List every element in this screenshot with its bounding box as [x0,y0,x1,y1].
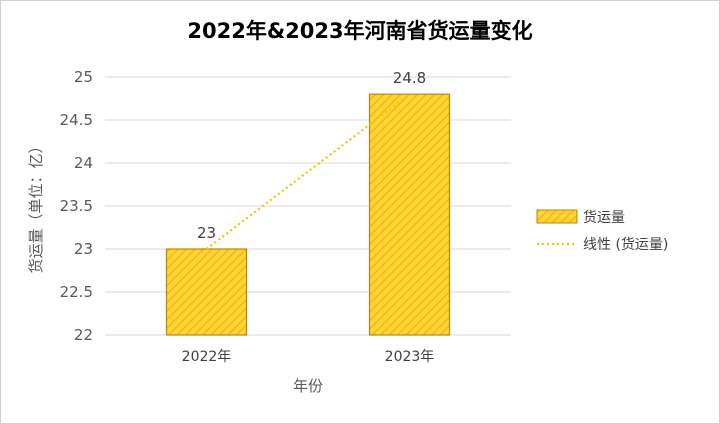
data-label-layer: 23 24.8 [197,69,426,242]
x-axis-ticks: 2022年 2023年 [182,349,435,365]
y-tick-label: 23 [74,240,93,258]
y-tick-label: 25 [74,68,93,86]
chart-title: 2022年&2023年河南省货运量变化 [187,19,533,43]
x-tick-label: 2023年 [385,349,435,365]
bar-2 [368,93,451,336]
y-tick-label: 23.5 [60,197,93,215]
y-axis-title: 货运量（单位：亿） [27,138,45,273]
y-tick-label: 22.5 [60,283,93,301]
legend-label-bar: 货运量 [583,209,625,226]
x-axis-title: 年份 [293,377,323,395]
bar-1 [165,248,248,336]
y-tick-label: 24 [74,154,93,172]
y-tick-label: 22 [74,326,93,344]
data-label-1: 23 [197,224,216,242]
legend: 货运量 线性 (货运量) [536,209,668,253]
grid-layer [105,76,511,336]
bar-layer [165,93,451,336]
x-tick-label: 2022年 [182,349,232,365]
y-axis-ticks: 22 22.5 23 23.5 24 24.5 25 [60,68,93,344]
legend-label-trendline: 线性 (货运量) [583,236,668,253]
y-tick-label: 24.5 [60,111,93,129]
legend-swatch-bar [536,209,578,224]
data-label-2: 24.8 [393,69,426,87]
